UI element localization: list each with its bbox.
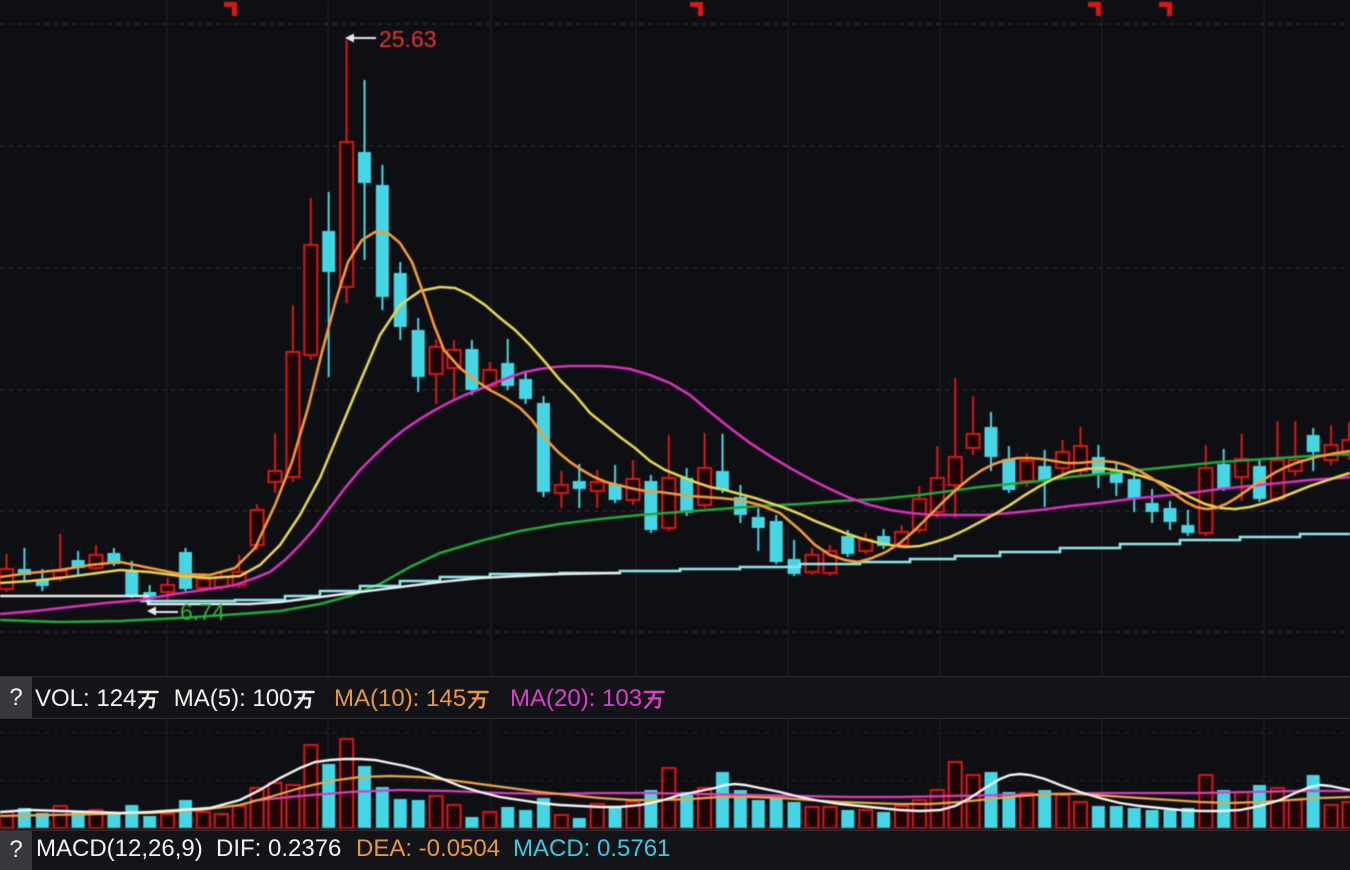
svg-text:25.63: 25.63 (379, 26, 437, 52)
svg-text:6.74: 6.74 (180, 599, 225, 625)
